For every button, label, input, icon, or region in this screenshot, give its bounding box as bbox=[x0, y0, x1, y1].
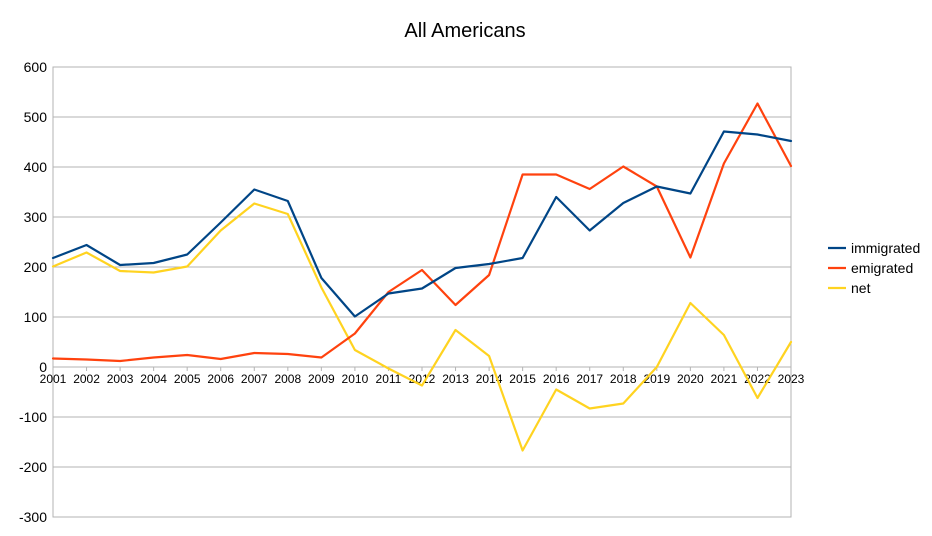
x-tick-label: 2003 bbox=[107, 372, 134, 386]
x-tick-label: 2006 bbox=[207, 372, 234, 386]
x-tick-label: 2020 bbox=[677, 372, 704, 386]
chart-title: All Americans bbox=[404, 20, 525, 42]
y-tick-label: 300 bbox=[24, 209, 48, 225]
x-tick-label: 2023 bbox=[778, 372, 805, 386]
y-tick-label: 500 bbox=[24, 109, 48, 125]
y-tick-label: -100 bbox=[19, 409, 47, 425]
y-tick-label: 100 bbox=[24, 309, 48, 325]
legend-label-immigrated: immigrated bbox=[851, 240, 920, 256]
x-tick-label: 2019 bbox=[643, 372, 670, 386]
y-tick-label: 600 bbox=[24, 59, 48, 75]
legend-label-emigrated: emigrated bbox=[851, 260, 913, 276]
series-line-net bbox=[51, 202, 793, 452]
x-tick-label: 2015 bbox=[509, 372, 536, 386]
x-tick-label: 2010 bbox=[342, 372, 369, 386]
x-tick-label: 2016 bbox=[543, 372, 570, 386]
x-tick-label: 2005 bbox=[174, 372, 201, 386]
x-tick-label: 2007 bbox=[241, 372, 268, 386]
y-tick-label: 200 bbox=[24, 259, 48, 275]
plot-frame bbox=[52, 66, 792, 518]
series-lines bbox=[51, 102, 793, 452]
gridlines bbox=[52, 66, 792, 518]
y-axis-ticks: 600 500 400 300 200 100 0 -100 -200 -300 bbox=[19, 59, 47, 525]
x-tick-label: 2022 bbox=[744, 372, 771, 386]
legend: immigrated emigrated net bbox=[828, 240, 920, 296]
x-tick-label: 2004 bbox=[140, 372, 167, 386]
x-tick-label: 2017 bbox=[576, 372, 603, 386]
y-tick-label: 0 bbox=[39, 359, 47, 375]
legend-label-net: net bbox=[851, 280, 871, 296]
y-tick-label: -200 bbox=[19, 459, 47, 475]
x-tick-label: 2013 bbox=[442, 372, 469, 386]
x-tick-label: 2002 bbox=[73, 372, 100, 386]
x-tick-label: 2001 bbox=[40, 372, 67, 386]
y-tick-label: 400 bbox=[24, 159, 48, 175]
series-line-immigrated bbox=[51, 130, 793, 318]
series-line-emigrated bbox=[51, 102, 793, 363]
y-tick-label: -300 bbox=[19, 509, 47, 525]
x-tick-label: 2021 bbox=[711, 372, 738, 386]
x-tick-label: 2009 bbox=[308, 372, 335, 386]
x-tick-label: 2008 bbox=[274, 372, 301, 386]
x-tick-label: 2018 bbox=[610, 372, 637, 386]
x-tick-label: 2011 bbox=[376, 372, 402, 386]
